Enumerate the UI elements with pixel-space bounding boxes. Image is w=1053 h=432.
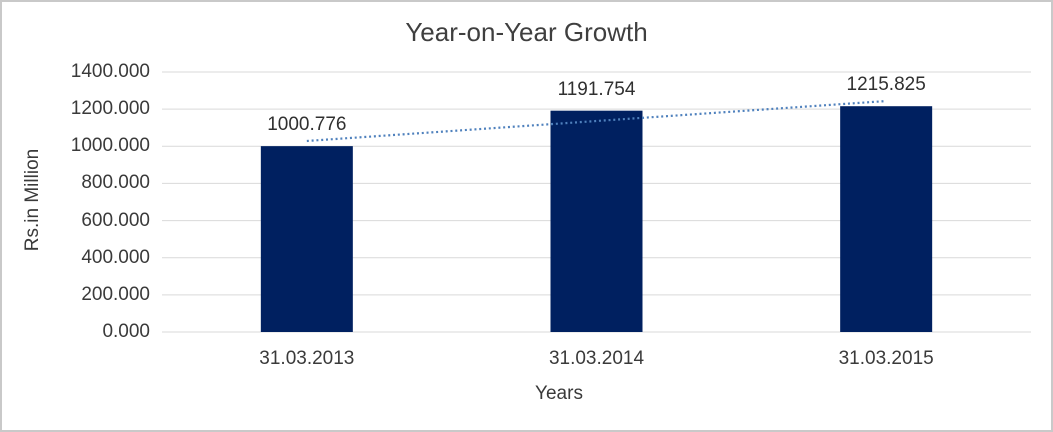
y-tick-label: 0.000 [102, 321, 150, 342]
bar-value-label: 1000.776 [267, 114, 347, 136]
plot-area [162, 71, 1031, 333]
y-tick-label: 1000.000 [70, 135, 150, 157]
y-tick-label: 400.000 [81, 246, 150, 268]
bar [550, 110, 643, 332]
x-tick-label: 31.03.2014 [548, 348, 645, 369]
trendline [306, 99, 887, 143]
x-tick-label: 31.03.2015 [838, 348, 934, 369]
bar [840, 106, 933, 332]
y-tick-label: 1400.000 [70, 61, 150, 82]
bar-value-label: 1191.754 [557, 78, 636, 100]
y-tick-label: 600.000 [81, 209, 150, 231]
y-tick-label: 200.000 [81, 283, 150, 305]
bar [260, 146, 353, 332]
x-tick-label: 31.03.2013 [259, 348, 355, 369]
chart-title: Year-on-Year Growth [405, 17, 648, 47]
bar-value-label: 1215.825 [846, 74, 926, 96]
x-axis-title: Years [535, 383, 583, 404]
y-tick-label: 1200.000 [70, 98, 150, 120]
y-tick-label: 800.000 [81, 172, 150, 194]
y-axis-title: Rs.in Million [22, 148, 43, 252]
